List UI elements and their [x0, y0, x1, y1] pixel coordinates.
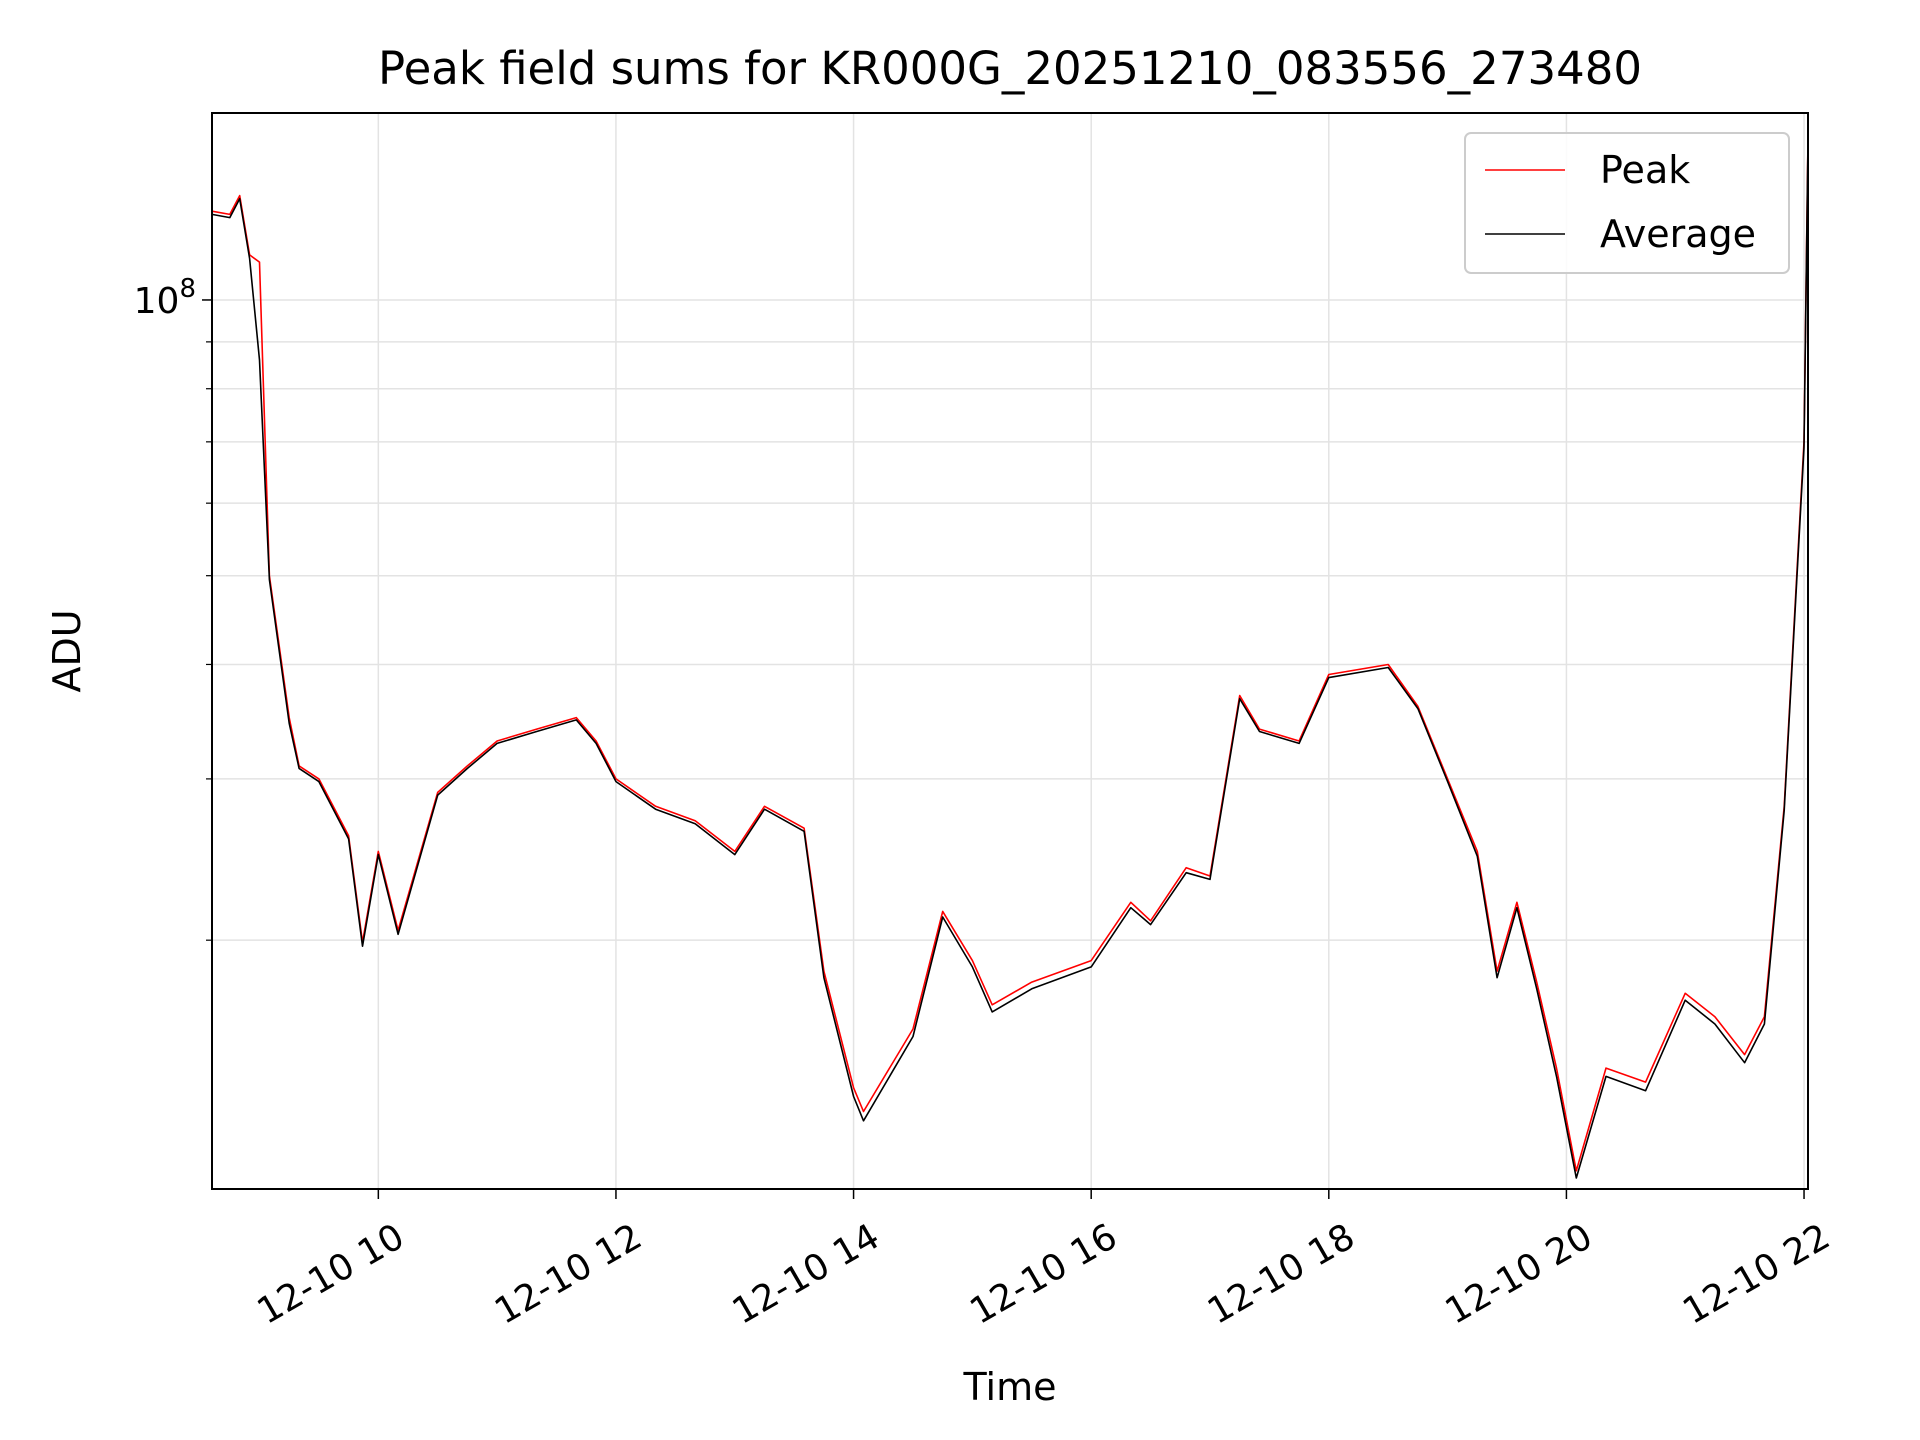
x-axis-label: Time: [963, 1365, 1057, 1409]
grid: [212, 113, 1808, 1189]
series-lines: [211, 138, 1809, 1179]
y-tick-label-exponent: 8: [179, 274, 196, 304]
y-tick-label: 108: [134, 274, 196, 322]
y-tick-label-base: 10: [134, 281, 180, 322]
y-axis-label: ADU: [45, 609, 89, 692]
legend-box: [1464, 132, 1790, 274]
legend-peak-label: Peak: [1600, 148, 1690, 192]
chart-title: Peak field sums for KR000G_20251210_0835…: [378, 42, 1642, 95]
legend: Peak Average: [1464, 132, 1790, 274]
plot-frame: [211, 112, 1809, 1190]
legend-average-label: Average: [1600, 212, 1756, 256]
series-line-average: [211, 141, 1809, 1179]
